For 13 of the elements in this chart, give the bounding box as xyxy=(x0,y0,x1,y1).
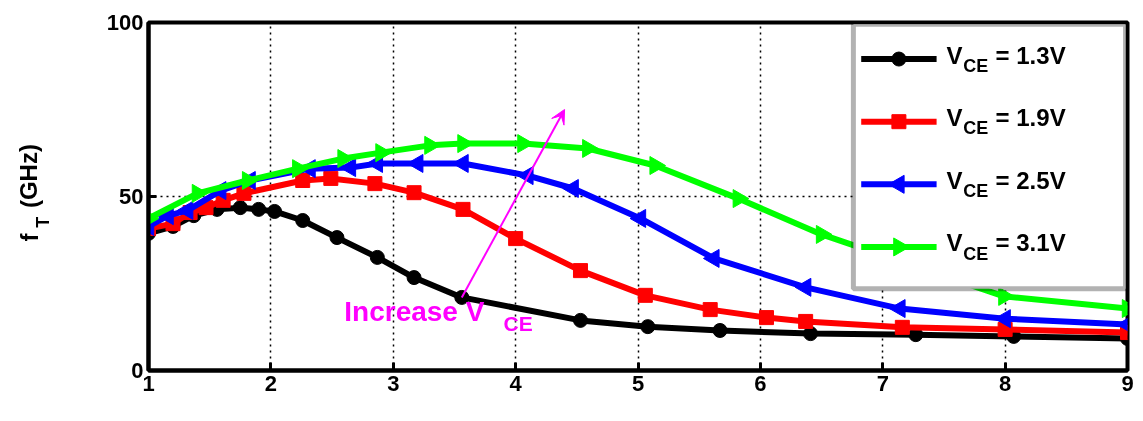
x-tick-label: 9 xyxy=(1121,370,1134,396)
x-tick-label: 1 xyxy=(142,370,155,396)
y-tick-label: 100 xyxy=(106,10,144,35)
x-tick-label: 2 xyxy=(264,370,278,396)
x-tick-label: 8 xyxy=(999,370,1012,396)
x-tick-label: 6 xyxy=(754,370,767,396)
x-tick-label: 4 xyxy=(509,370,523,396)
x-tick-label: 5 xyxy=(631,370,645,396)
x-tick-label: 7 xyxy=(876,370,889,396)
x-tick-label: 3 xyxy=(387,370,400,396)
y-tick-label: 0 xyxy=(131,358,144,383)
y-axis-title: fT (GHz) xyxy=(15,144,54,242)
y-tick-label: 50 xyxy=(119,184,144,209)
